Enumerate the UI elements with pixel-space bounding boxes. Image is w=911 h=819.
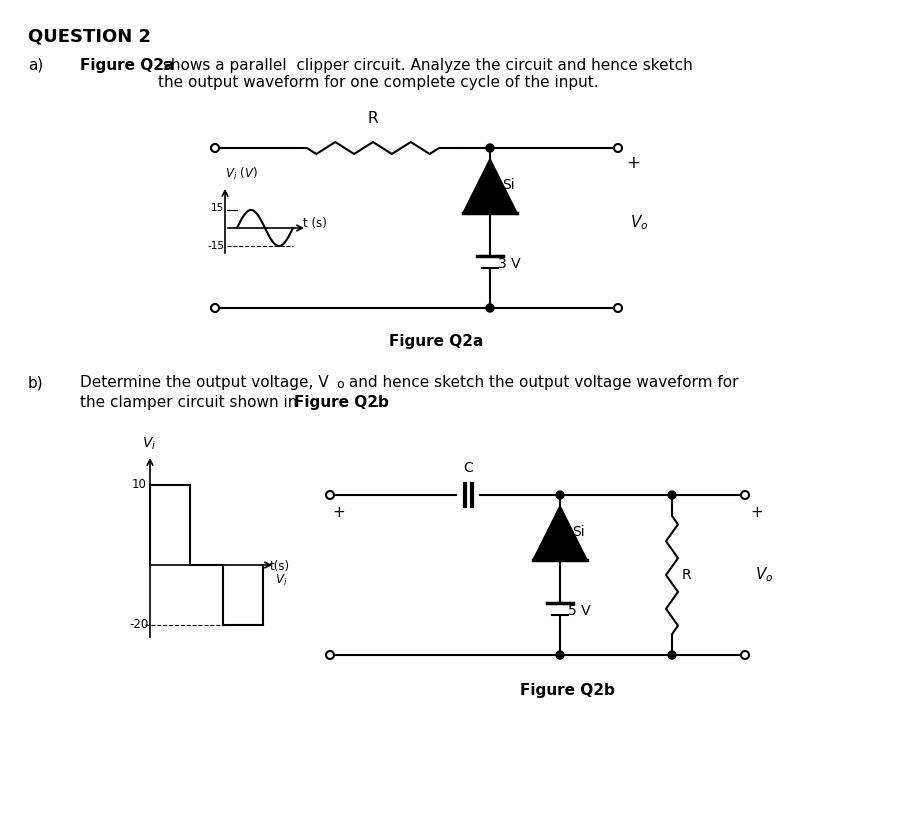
Text: Determine the output voltage, V: Determine the output voltage, V — [80, 375, 329, 390]
Text: R: R — [682, 568, 691, 582]
Text: and hence sketch the output voltage waveform for: and hence sketch the output voltage wave… — [344, 375, 739, 390]
Circle shape — [486, 144, 494, 152]
Text: -15: -15 — [208, 241, 225, 251]
Circle shape — [326, 651, 334, 659]
Text: t (s): t (s) — [303, 216, 327, 229]
Circle shape — [741, 651, 749, 659]
Circle shape — [556, 651, 564, 659]
Text: a): a) — [28, 58, 43, 73]
Text: R: R — [368, 111, 378, 126]
Circle shape — [741, 491, 749, 499]
Text: C: C — [463, 461, 473, 475]
Text: o: o — [336, 378, 343, 391]
Text: Figure Q2a: Figure Q2a — [389, 334, 484, 349]
Text: 15: 15 — [211, 203, 224, 213]
Circle shape — [668, 651, 676, 659]
Text: shows a parallel  clipper circuit. Analyze the circuit and hence sketch
the outp: shows a parallel clipper circuit. Analyz… — [158, 58, 692, 90]
Text: the clamper circuit shown in: the clamper circuit shown in — [80, 395, 302, 410]
Circle shape — [211, 304, 219, 312]
Text: -20: -20 — [129, 618, 148, 631]
Text: 5 V: 5 V — [568, 604, 590, 618]
Text: $V_i$: $V_i$ — [275, 573, 287, 588]
Polygon shape — [533, 506, 588, 560]
Text: +: + — [332, 505, 344, 520]
Circle shape — [211, 144, 219, 152]
Text: Figure Q2b: Figure Q2b — [520, 683, 615, 698]
Text: Si: Si — [572, 525, 585, 539]
Circle shape — [614, 144, 622, 152]
Text: $V_o$: $V_o$ — [630, 214, 649, 233]
Text: b): b) — [28, 375, 44, 390]
Circle shape — [668, 491, 676, 499]
Circle shape — [326, 491, 334, 499]
Text: QUESTION 2: QUESTION 2 — [28, 28, 151, 46]
Text: 10: 10 — [132, 478, 147, 491]
Text: .: . — [374, 395, 379, 410]
Text: t(s): t(s) — [270, 560, 290, 573]
Text: $V_i$: $V_i$ — [142, 436, 156, 452]
Text: $V_o$: $V_o$ — [755, 566, 773, 584]
Text: +: + — [750, 505, 763, 520]
Text: +: + — [626, 154, 640, 172]
Text: $V_i\ (V)$: $V_i\ (V)$ — [225, 166, 258, 182]
Text: Figure Q2b: Figure Q2b — [294, 395, 389, 410]
Text: 3 V: 3 V — [498, 257, 520, 271]
Text: Si: Si — [502, 178, 515, 192]
Circle shape — [486, 304, 494, 312]
Polygon shape — [463, 159, 517, 213]
Circle shape — [556, 491, 564, 499]
Text: Figure Q2a: Figure Q2a — [80, 58, 174, 73]
Circle shape — [614, 304, 622, 312]
